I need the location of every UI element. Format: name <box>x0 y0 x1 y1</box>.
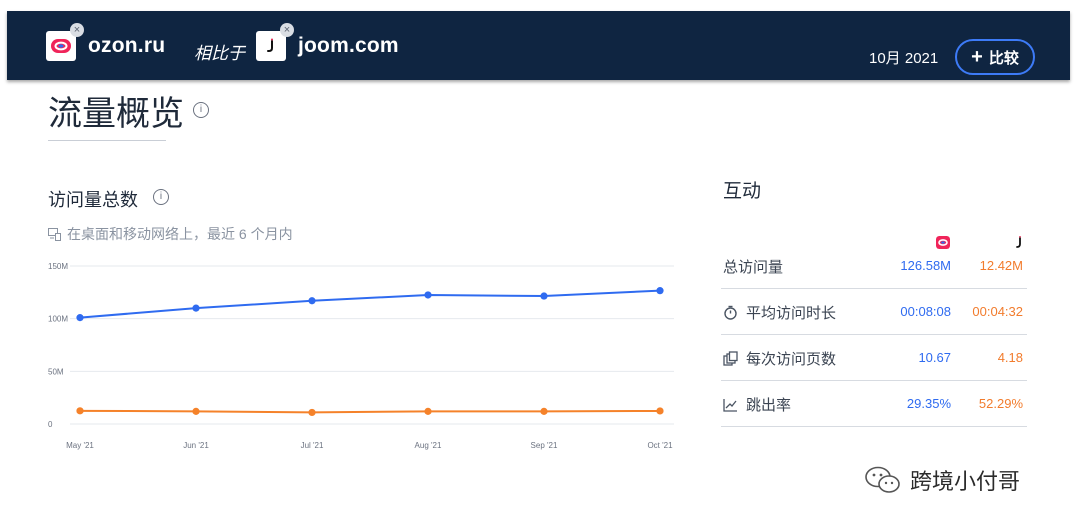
metric-value-site2: 00:04:32 <box>972 304 1023 319</box>
metric-row-bounce-rate: 跳出率 29.35% 52.29% <box>721 380 1027 427</box>
close-icon[interactable]: × <box>280 23 294 37</box>
watermark: 跨境小付哥 <box>864 464 1020 496</box>
site-chip-joom[interactable]: × joom.com <box>256 23 399 61</box>
series-point-0 <box>656 287 664 295</box>
page-title: 流量概览 <box>48 94 184 134</box>
series-point-1 <box>76 407 84 415</box>
ozon-logo-icon <box>936 236 950 249</box>
x-tick-label: Jun '21 <box>183 441 209 450</box>
metric-value-site2: 52.29% <box>978 396 1023 411</box>
series-point-0 <box>76 314 84 322</box>
metric-value-site1: 10.67 <box>918 350 951 365</box>
y-tick-label: 100M <box>48 315 68 324</box>
compare-button-label: 比较 <box>988 49 1019 67</box>
compare-vs-label: 相比于 <box>194 44 245 63</box>
x-tick-label: Sep '21 <box>531 441 558 450</box>
joom-logo-icon: × <box>256 23 294 61</box>
metric-row-total-visits: 总访问量 126.58M 12.42M <box>721 242 1027 289</box>
metric-value-site1: 00:08:08 <box>900 304 951 319</box>
metric-value-site1: 29.35% <box>906 396 951 411</box>
metric-row-visit-duration: 平均访问时长 00:08:08 00:04:32 <box>721 288 1027 335</box>
series-point-0 <box>308 297 316 305</box>
series-point-1 <box>424 407 432 415</box>
compare-header: × ozon.ru 相比于 × joom.com 10月 2021 + 比较 <box>7 11 1070 80</box>
series-point-1 <box>308 408 316 417</box>
series-line-1 <box>79 409 661 414</box>
series-point-0 <box>424 291 432 299</box>
series-point-0 <box>540 292 548 300</box>
subtitle-text: 在桌面和移动网络上，最近 6 个月内 <box>67 226 293 242</box>
info-icon[interactable]: i <box>153 189 169 205</box>
series-point-1 <box>192 407 200 415</box>
ozon-logo-icon: × <box>46 23 84 61</box>
x-tick-label: Jul '21 <box>301 441 324 450</box>
y-tick-label: 50M <box>48 367 64 376</box>
total-visits-chart: 150M 100M 50M 0 May '21 Jun '21 Jul '21 Aug '21… <box>48 262 674 450</box>
metric-label: 总访问量 <box>723 259 784 276</box>
joom-logo-icon <box>1016 236 1021 248</box>
engagement-title: 互动 <box>723 181 762 202</box>
section-title-total-visits: 访问量总数 <box>48 190 138 210</box>
site-name: joom.com <box>298 34 399 57</box>
add-compare-button[interactable]: + 比较 <box>955 39 1035 75</box>
watermark-text: 跨境小付哥 <box>910 469 1021 494</box>
bounce-icon <box>723 399 737 412</box>
period-selector[interactable]: 10月 2021 <box>869 50 939 67</box>
devices-icon <box>48 227 61 241</box>
series-line-0 <box>79 289 661 319</box>
x-tick-label: May '21 <box>66 441 94 450</box>
series-point-0 <box>192 304 200 312</box>
metric-value-site1: 126.58M <box>900 258 951 273</box>
metric-value-site2: 4.18 <box>997 350 1023 365</box>
metric-label: 平均访问时长 <box>746 305 837 322</box>
title-divider <box>48 140 166 141</box>
site-name: ozon.ru <box>88 34 166 57</box>
metric-label: 每次访问页数 <box>746 351 837 368</box>
y-tick-label: 0 <box>48 420 53 429</box>
x-tick-label: Oct '21 <box>647 441 673 450</box>
close-icon[interactable]: × <box>70 23 84 37</box>
site-chip-ozon[interactable]: × ozon.ru <box>46 23 166 61</box>
series-point-1 <box>656 407 664 415</box>
pages-icon <box>723 351 738 366</box>
metric-label: 跳出率 <box>746 397 792 414</box>
x-tick-label: Aug '21 <box>415 441 442 450</box>
section-subtitle: 在桌面和移动网络上，最近 6 个月内 <box>48 224 293 244</box>
wechat-icon <box>865 466 900 493</box>
plus-icon: + <box>971 45 983 68</box>
series-point-1 <box>540 407 548 415</box>
metric-row-pages-per-visit: 每次访问页数 10.67 4.18 <box>721 334 1027 381</box>
metric-value-site2: 12.42M <box>979 258 1023 273</box>
stopwatch-icon <box>724 305 737 320</box>
y-tick-label: 150M <box>48 262 68 271</box>
info-icon[interactable]: i <box>193 102 209 118</box>
